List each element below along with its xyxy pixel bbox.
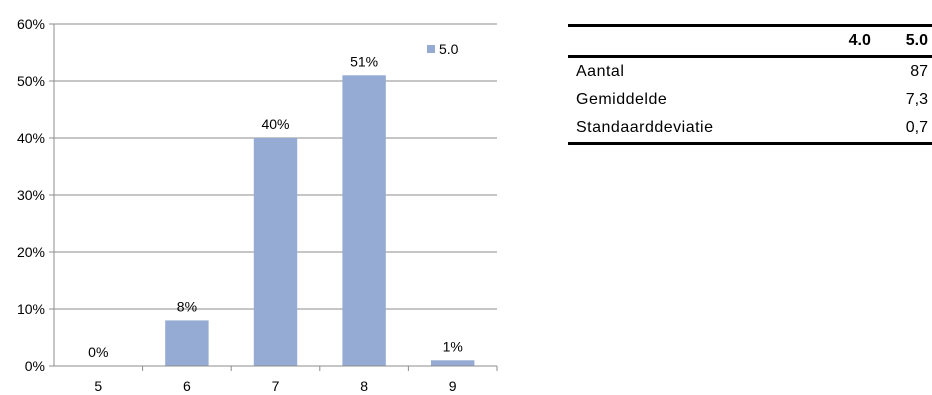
bar-value-label: 8% [177,298,197,314]
bar [165,320,209,366]
data-labels: 0% 8% 40% 51% 1% [88,53,463,360]
bar-value-label: 0% [88,344,108,360]
stats-value-4-0 [780,86,870,114]
bars [165,75,475,367]
y-tick-label: 10% [17,301,45,317]
x-tick-label: 8 [360,378,368,394]
x-tick-label: 9 [449,378,457,394]
y-axis-ticks: 0% 10% 20% 30% 40% 50% 60% [17,16,54,374]
y-tick-label: 40% [17,130,45,146]
stats-header-empty [568,26,780,57]
stats-value-4-0 [780,57,870,87]
legend-label: 5.0 [439,41,459,57]
stats-row-label: Gemiddelde [576,91,668,108]
stats-header-row: 4.0 5.0 [568,25,932,57]
stats-value-5-0: 7,3 [905,91,928,108]
bar-value-label: 40% [261,116,289,132]
stats-value-5-0: 87 [910,63,928,80]
bar-value-label: 1% [443,338,463,354]
stats-row-gemiddelde: Gemiddelde 7,3 [568,86,932,114]
stats-value-4-0 [780,114,870,144]
y-tick-label: 50% [17,73,45,89]
y-tick-label: 30% [17,187,45,203]
stats-header-5-0: 5.0 [905,32,928,49]
legend-swatch [427,45,435,53]
bar [253,138,298,366]
bar-value-label: 51% [350,53,378,69]
stats-row-aantal: Aantal 87 [568,57,932,87]
stats-table: 4.0 5.0 Aantal 87 Gemiddelde 7,3 Standaa… [568,24,932,145]
y-tick-label: 60% [17,16,45,32]
x-axis-ticks: 5 6 7 8 9 [94,366,498,394]
stats-row-standaarddeviatie: Standaarddeviatie 0,7 [568,114,932,144]
stats-row-label: Aantal [576,63,625,80]
x-tick-label: 7 [272,378,280,394]
y-tick-label: 20% [17,244,45,260]
stats-row-label: Standaarddeviatie [576,119,714,136]
stats-value-5-0: 0,7 [905,119,928,136]
bar [342,75,386,367]
stats-header-4-0: 4.0 [848,32,871,49]
x-tick-label: 6 [183,378,191,394]
x-tick-label: 5 [94,378,102,394]
y-tick-label: 0% [25,358,45,374]
legend: 5.0 [427,41,459,57]
bar [430,360,475,366]
